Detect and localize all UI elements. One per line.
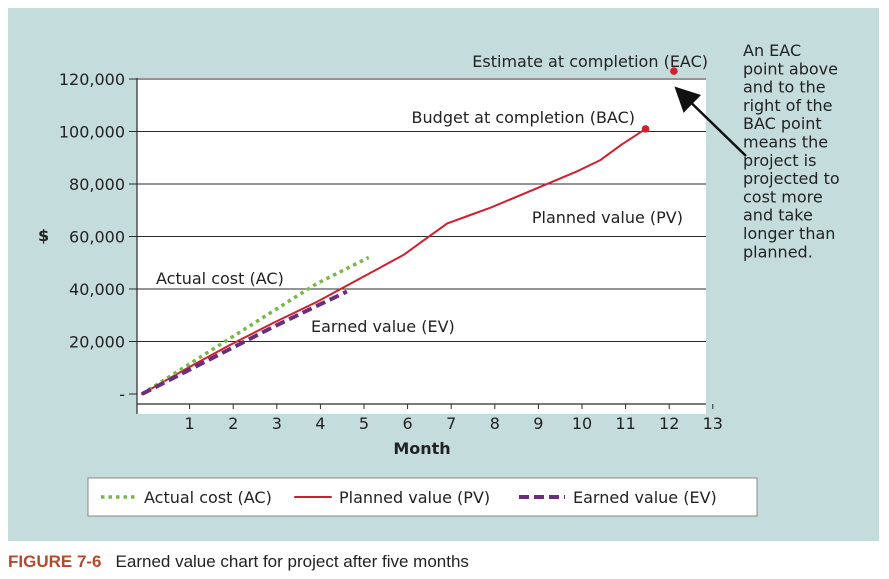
ev-annotation: Earned value (EV) (311, 317, 455, 336)
ac-annotation: Actual cost (AC) (156, 269, 284, 288)
note-line: BAC point (743, 114, 822, 133)
figure-caption: FIGURE 7-6 Earned value chart for project… (8, 552, 469, 572)
legend-box (87, 477, 758, 517)
series-line-actual-cost-ac (141, 255, 370, 396)
series-line-earned-value-ev (141, 289, 348, 396)
note-line: and take (743, 206, 813, 225)
x-tick-label: 9 (533, 414, 543, 433)
x-tick-label: 5 (359, 414, 369, 433)
axes (136, 78, 714, 414)
x-tick-label: 1 (185, 414, 195, 433)
earned-value-chart: -20,00040,00060,00080,000100,000120,000 … (38, 41, 840, 517)
y-tick-labels: - 20,000 40,000 60,000 80,000 100,000 120,000 (59, 70, 125, 404)
caption-label: FIGURE 7-6 (8, 552, 102, 571)
x-tick-labels: 1 2 3 4 5 6 7 8 9 10 11 12 13 (185, 414, 723, 433)
note-line: planned. (743, 242, 813, 261)
pv-annotation: Planned value (PV) (532, 208, 683, 227)
note-line: cost more (743, 187, 823, 206)
note-line: means the (743, 133, 828, 152)
x-tick-label: 10 (572, 414, 592, 433)
legend-label: Planned value (PV) (339, 488, 490, 507)
y-tick-label: 120,000 (59, 70, 125, 89)
series-line-planned-value-pv (141, 127, 647, 395)
x-tick-label: 7 (446, 414, 456, 433)
y-tick-label: 100,000 (59, 123, 125, 142)
note-line: longer than (743, 224, 835, 243)
note-line: right of the (743, 96, 832, 115)
y-axis-label: $ (38, 226, 49, 245)
note-line: projected to (743, 169, 840, 188)
point-budget-at-completion-bac (641, 125, 650, 133)
x-tick-label: 13 (703, 414, 723, 433)
x-tick-label: 6 (403, 414, 413, 433)
figure-panel: -20,000 40,000 60,000 80,000 100,000 120,000 … (8, 8, 879, 541)
note-line: An EAC (743, 41, 801, 60)
note-line: point above (743, 59, 838, 78)
plot-area (137, 78, 706, 414)
x-tick-label: 2 (228, 414, 238, 433)
legend-label: Actual cost (AC) (144, 488, 272, 507)
point-estimate-at-completion-eac (670, 67, 678, 75)
legend: Actual cost (AC) Planned value (PV) Earned… (101, 488, 717, 507)
legend-label: Earned value (EV) (573, 488, 717, 507)
series-layer (141, 127, 647, 396)
eac-annotation: Estimate at completion (EAC) (472, 52, 708, 71)
gridlines (129, 78, 706, 395)
x-tick-label: 4 (315, 414, 325, 433)
y-tick-label: 20,000 (69, 333, 125, 352)
bac-annotation: Budget at completion (BAC) (412, 108, 635, 127)
x-tick-label: 8 (490, 414, 500, 433)
y-tick-label: 40,000 (69, 280, 125, 299)
x-tick-label: 11 (615, 414, 635, 433)
note-line: and to the (743, 78, 826, 97)
points-layer (641, 67, 678, 133)
y-tick-label: - (119, 385, 125, 404)
caption-text: Earned value chart for project after fiv… (115, 552, 469, 571)
x-tick-label: 12 (659, 414, 679, 433)
note-line: project is (743, 151, 816, 170)
y-tick-label: 80,000 (69, 175, 125, 194)
y-tick-label: 60,000 (69, 228, 125, 247)
x-axis-label: Month (393, 439, 450, 458)
x-tick-label: 3 (272, 414, 282, 433)
eac-note-arrow (674, 86, 747, 157)
